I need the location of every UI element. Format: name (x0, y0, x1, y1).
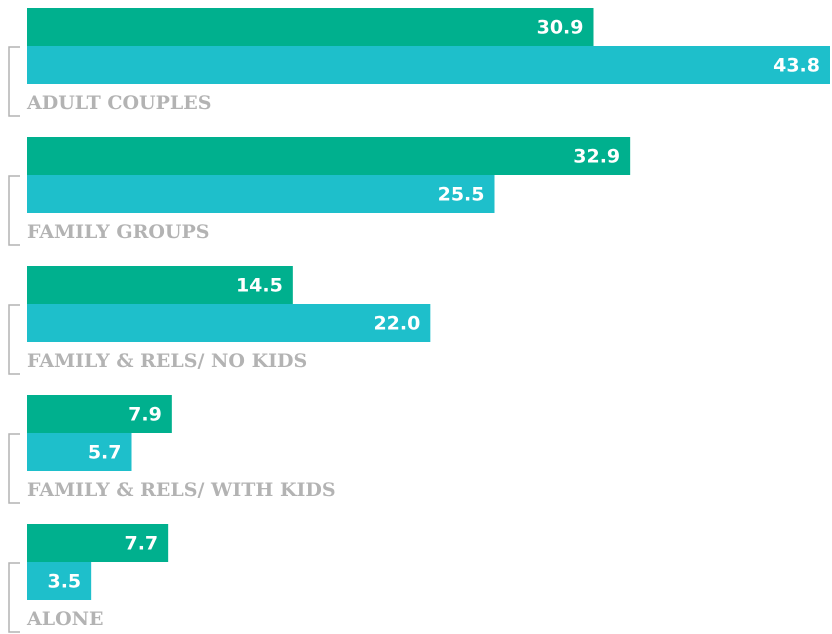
bar (27, 433, 132, 471)
data-label: 14.5 (236, 275, 283, 297)
bar (27, 266, 293, 304)
bar (27, 524, 169, 562)
data-label: 43.8 (773, 55, 820, 77)
category-label: ALONE (26, 608, 104, 630)
group-bracket (8, 175, 20, 246)
bar (27, 8, 594, 46)
category-label: FAMILY GROUPS (27, 221, 210, 243)
data-label: 3.5 (47, 571, 81, 593)
data-label: 32.9 (573, 146, 620, 168)
data-label: 30.9 (537, 17, 584, 39)
bar (27, 304, 431, 342)
category-label: FAMILY & RELS/ NO KIDS (27, 350, 307, 372)
data-label: 5.7 (88, 442, 122, 464)
bar (27, 175, 495, 213)
data-label: 7.7 (124, 533, 158, 555)
data-label: 7.9 (128, 404, 162, 426)
category-label: ADULT COUPLES (26, 92, 211, 114)
bar (27, 395, 172, 433)
group-bracket (8, 562, 20, 633)
data-label: 25.5 (438, 184, 485, 206)
bar (27, 137, 631, 175)
bar (27, 562, 92, 600)
bar (27, 46, 830, 84)
group-bracket (8, 46, 20, 117)
group-bracket (8, 304, 20, 375)
group-bracket (8, 433, 20, 504)
data-label: 22.0 (373, 313, 420, 335)
category-label: FAMILY & RELS/ WITH KIDS (27, 479, 336, 501)
